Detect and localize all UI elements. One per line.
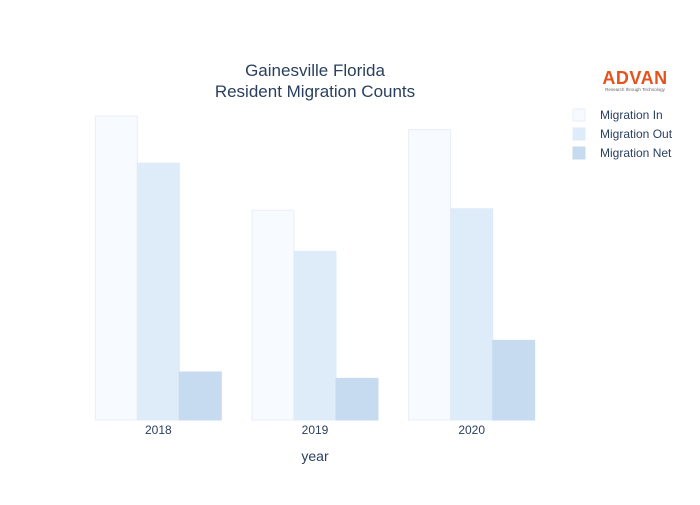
bar-migration-out-2020[interactable] [450, 208, 494, 421]
legend-label: Migration In [600, 108, 663, 122]
chart-title-line-2: Resident Migration Counts [215, 82, 415, 101]
bar-migration-in-2019[interactable] [251, 209, 295, 421]
logo-wordmark: ADVAN [602, 68, 667, 88]
x-tick-label: 2020 [458, 423, 485, 437]
bar-migration-net-2019[interactable] [335, 377, 379, 421]
x-tick-label: 2019 [302, 423, 329, 437]
legend-item-migration-out[interactable]: Migration Out [572, 127, 673, 141]
bar-migration-in-2018[interactable] [94, 115, 138, 421]
advan-logo: ADVAN Research through Technology [602, 68, 667, 92]
legend-swatch [572, 108, 586, 122]
logo-tagline: Research through Technology [605, 87, 665, 92]
legend-label: Migration Net [600, 146, 672, 160]
legend: Migration In Migration Out Migration Net [572, 108, 673, 160]
x-axis-ticks: 2018 2019 2020 [145, 423, 485, 437]
bar-migration-net-2020[interactable] [492, 339, 536, 421]
chart-title-line-1: Gainesville Florida [245, 61, 385, 80]
bar-migration-out-2019[interactable] [293, 250, 337, 421]
x-tick-label: 2018 [145, 423, 172, 437]
legend-item-migration-net[interactable]: Migration Net [572, 146, 672, 160]
legend-label: Migration Out [600, 127, 673, 141]
x-axis-title: year [301, 448, 329, 464]
bar-migration-net-2018[interactable] [178, 371, 222, 421]
legend-swatch [572, 146, 586, 160]
legend-item-migration-in[interactable]: Migration In [572, 108, 663, 122]
plot-area [94, 115, 536, 421]
bar-migration-in-2020[interactable] [408, 129, 452, 421]
bar-migration-out-2018[interactable] [136, 162, 180, 421]
chart-title: Gainesville Florida Resident Migration C… [215, 61, 415, 101]
legend-swatch [572, 127, 586, 141]
